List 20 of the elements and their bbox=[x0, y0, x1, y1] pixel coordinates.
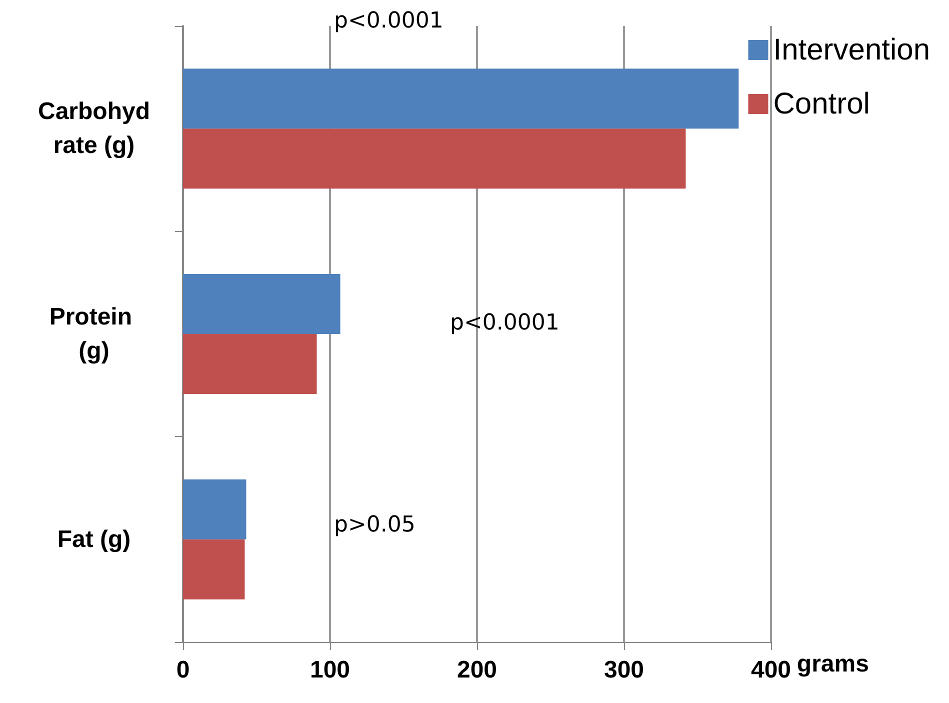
bar bbox=[183, 479, 246, 540]
x-tick-label: 200 bbox=[456, 656, 498, 684]
x-tick-label: 100 bbox=[310, 656, 350, 684]
bar bbox=[183, 128, 686, 189]
y-tick-label: Carbohydrate (g) bbox=[38, 98, 150, 160]
y-tick-label: Fat (g) bbox=[57, 526, 131, 553]
x-tick-label: 400 bbox=[750, 656, 792, 684]
x-tick-label: 300 bbox=[604, 656, 644, 684]
annotation: p<0.0001 bbox=[334, 8, 444, 34]
legend-label: Intervention bbox=[773, 34, 930, 66]
x-tick-label: 0 bbox=[176, 656, 190, 684]
y-tick-label: Protein (g) bbox=[49, 304, 139, 364]
x-axis-title: grams bbox=[796, 650, 869, 678]
bar bbox=[183, 334, 317, 394]
bar bbox=[183, 274, 340, 334]
annotation: p>0.05 bbox=[334, 512, 416, 538]
bar bbox=[183, 68, 739, 129]
legend-label: Control bbox=[773, 88, 870, 120]
annotation: p<0.0001 bbox=[450, 310, 560, 336]
bar bbox=[183, 539, 245, 600]
